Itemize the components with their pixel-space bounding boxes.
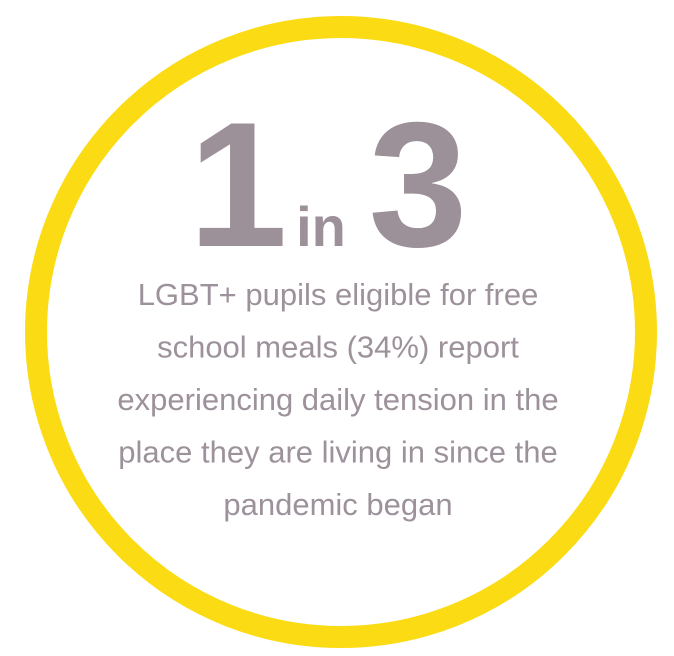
headline-joiner: in bbox=[296, 195, 346, 258]
description: LGBT+ pupils eligible for free school mea… bbox=[117, 277, 558, 522]
headline-number: 1 bbox=[189, 85, 288, 284]
description-line: LGBT+ pupils eligible for free bbox=[138, 277, 539, 312]
description-line: pandemic began bbox=[223, 487, 452, 522]
headline-total: 3 bbox=[369, 85, 468, 284]
ring bbox=[25, 16, 657, 648]
description-line: school meals (34%) report bbox=[157, 330, 519, 365]
description-line: experiencing daily tension in the bbox=[117, 382, 558, 417]
description-line: place they are living in since the bbox=[118, 435, 557, 470]
